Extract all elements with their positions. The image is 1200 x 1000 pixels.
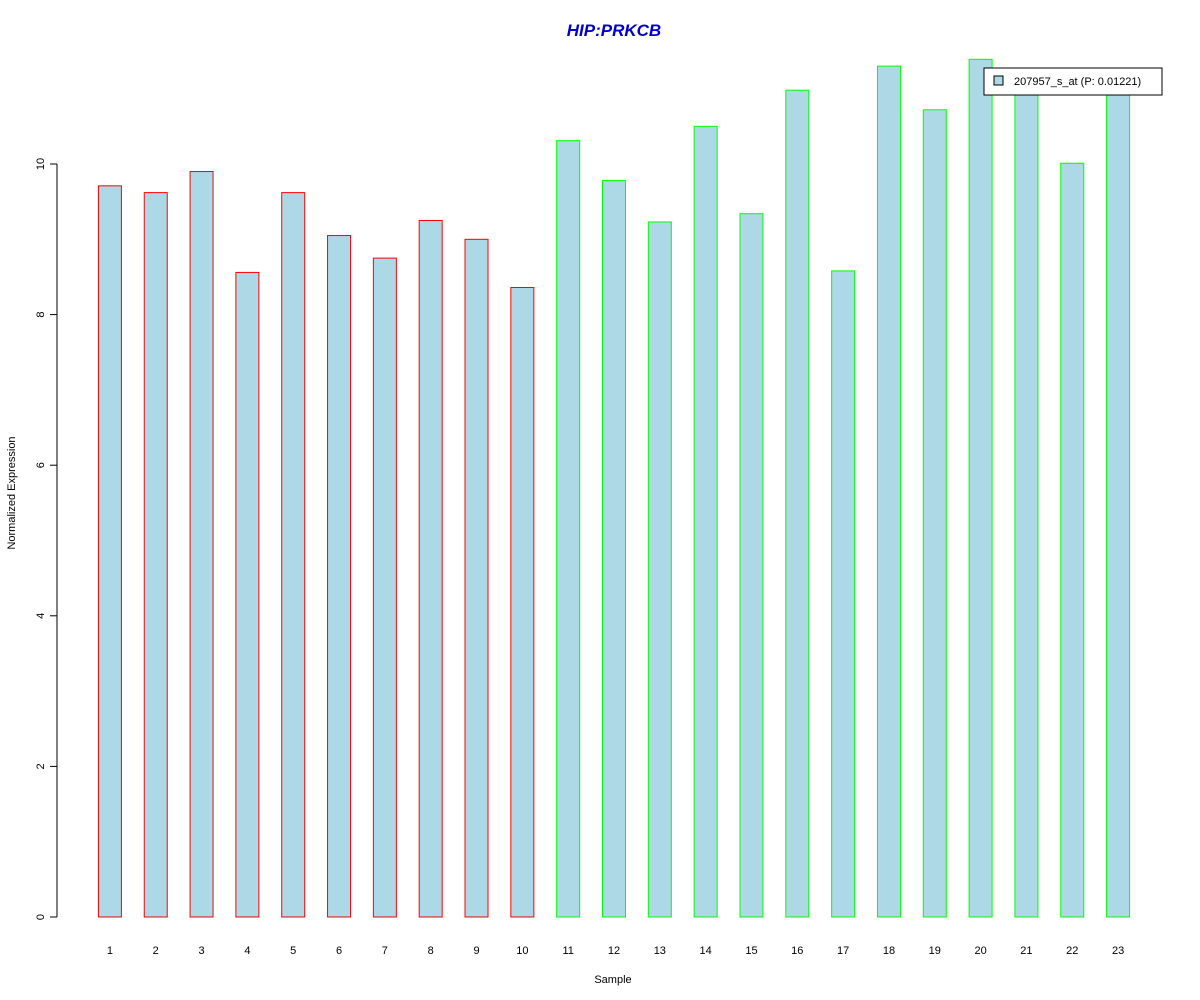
x-tick-label: 4: [244, 945, 250, 957]
x-tick-label: 17: [837, 945, 849, 957]
chart-title: HIP:PRKCB: [567, 21, 661, 40]
x-tick-label: 15: [745, 945, 757, 957]
y-tick-label: 6: [35, 462, 47, 468]
bar-sample-7: [372, 257, 397, 918]
x-tick-label: 9: [473, 945, 479, 957]
bar-sample-1: [97, 185, 122, 918]
bar-sample-18: [876, 65, 901, 918]
bar-sample-11: [556, 140, 581, 918]
y-tick-label: 2: [35, 763, 47, 769]
x-tick-label: 23: [1112, 945, 1124, 957]
bar-sample-16: [785, 89, 810, 918]
bar-sample-8: [418, 219, 443, 918]
bar-sample-22: [1060, 162, 1085, 918]
x-tick-label: 12: [608, 945, 620, 957]
x-tick-label: 5: [290, 945, 296, 957]
bar-sample-19: [922, 109, 947, 918]
x-tick-labels: 1 2 3 4 5 6 7 8 9 10 11 12 13 14 15 16 17 18 19 20 21 22 23: [107, 945, 1124, 957]
bar-sample-14: [693, 125, 718, 918]
x-tick-label: 1: [107, 945, 113, 957]
bar-sample-3: [189, 171, 214, 918]
x-tick-label: 6: [336, 945, 342, 957]
x-tick-label: 18: [883, 945, 895, 957]
bar-sample-10: [510, 286, 535, 918]
y-tick-label: 0: [35, 914, 47, 920]
x-tick-label: 10: [516, 945, 528, 957]
legend-label: 207957_s_at (P: 0.01221): [1014, 76, 1141, 88]
bar-sample-6: [327, 235, 352, 918]
x-tick-label: 21: [1020, 945, 1032, 957]
x-axis-label: Sample: [594, 974, 631, 986]
x-tick-label: 3: [199, 945, 205, 957]
legend-swatch: [993, 75, 1004, 86]
x-tick-label: 20: [974, 945, 986, 957]
bar-sample-13: [647, 221, 672, 918]
x-tick-label: 22: [1066, 945, 1078, 957]
y-tick-label: 4: [35, 613, 47, 619]
bar-sample-21: [1014, 83, 1039, 918]
legend: 207957_s_at (P: 0.01221): [983, 67, 1163, 96]
y-axis-label: Normalized Expression: [6, 436, 18, 549]
bar-sample-4: [235, 271, 260, 918]
bar-sample-2: [143, 192, 168, 918]
bar-sample-20: [968, 58, 993, 918]
bar-sample-9: [464, 238, 489, 918]
y-tick-label: 10: [35, 158, 47, 170]
y-axis: 0 2 4 6 8 10: [35, 158, 58, 920]
x-tick-label: 13: [654, 945, 666, 957]
bar-sample-15: [739, 213, 764, 918]
y-tick-label: 8: [35, 312, 47, 318]
x-tick-label: 2: [153, 945, 159, 957]
bar-sample-5: [281, 192, 306, 918]
x-tick-label: 19: [929, 945, 941, 957]
x-tick-label: 14: [700, 945, 712, 957]
legend-box: [983, 67, 1163, 96]
bar-sample-17: [831, 270, 856, 918]
bar-sample-12: [602, 180, 626, 918]
bar-sample-23: [1106, 84, 1131, 918]
x-tick-label: 11: [562, 945, 573, 957]
bars: [97, 58, 1131, 918]
x-tick-label: 16: [791, 945, 803, 957]
x-tick-label: 7: [382, 945, 388, 957]
x-tick-label: 8: [428, 945, 434, 957]
